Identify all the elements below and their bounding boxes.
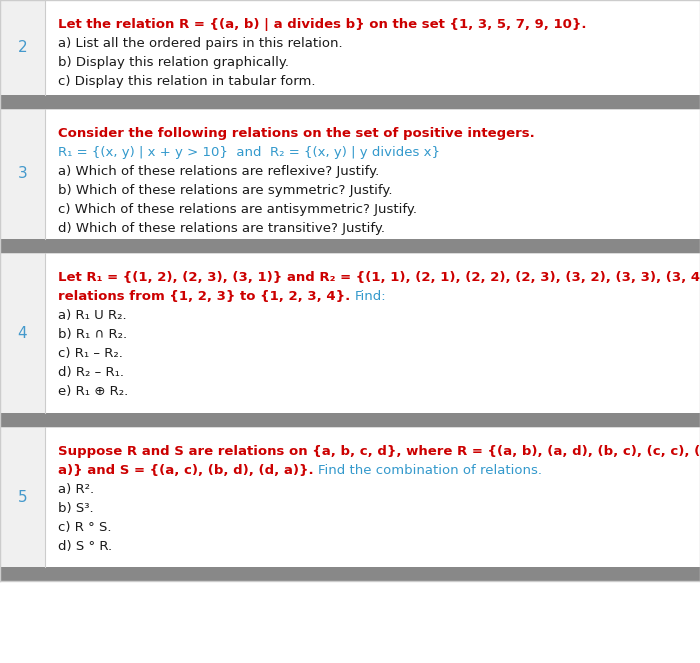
Text: c) Display this relation in tabular form.: c) Display this relation in tabular form…: [58, 75, 316, 88]
Text: b) Display this relation graphically.: b) Display this relation graphically.: [58, 56, 289, 69]
Text: b) S³.: b) S³.: [58, 502, 94, 514]
Bar: [0, 427, 45, 567]
Text: d) Which of these relations are transitive? Justify.: d) Which of these relations are transiti…: [58, 221, 385, 235]
Text: Find:: Find:: [355, 290, 386, 302]
Text: a) List all the ordered pairs in this relation.: a) List all the ordered pairs in this re…: [58, 36, 342, 50]
Text: d) S ° R.: d) S ° R.: [58, 540, 112, 553]
Text: 5: 5: [18, 489, 27, 505]
Text: b) Which of these relations are symmetric? Justify.: b) Which of these relations are symmetri…: [58, 184, 393, 197]
Bar: [0, 109, 700, 239]
Text: 2: 2: [18, 40, 27, 55]
Text: 3: 3: [18, 166, 27, 182]
Text: a) R².: a) R².: [58, 483, 94, 496]
Text: a) R₁ U R₂.: a) R₁ U R₂.: [58, 309, 127, 322]
Bar: [0, 0, 700, 95]
Text: e) R₁ ⊕ R₂.: e) R₁ ⊕ R₂.: [58, 385, 128, 398]
Text: c) R ° S.: c) R ° S.: [58, 520, 111, 534]
Bar: [0, 567, 700, 581]
Bar: [0, 109, 45, 239]
Bar: [0, 253, 700, 413]
Text: c) Which of these relations are antisymmetric? Justify.: c) Which of these relations are antisymm…: [58, 203, 417, 215]
Text: a) Which of these relations are reflexive? Justify.: a) Which of these relations are reflexiv…: [58, 164, 379, 178]
Text: R₁ = {(x, y) | x + y > 10}  and  R₂ = {(x, y) | y divides x}: R₁ = {(x, y) | x + y > 10} and R₂ = {(x,…: [58, 146, 440, 158]
Bar: [0, 239, 700, 253]
Text: relations from {1, 2, 3} to {1, 2, 3, 4}.: relations from {1, 2, 3} to {1, 2, 3, 4}…: [58, 290, 355, 302]
Text: Suppose R and S are relations on {a, b, c, d}, where R = {(a, b), (a, d), (b, c): Suppose R and S are relations on {a, b, …: [58, 445, 700, 457]
Text: Let the relation R = {(a, b) | a divides b} on the set {1, 3, 5, 7, 9, 10}.: Let the relation R = {(a, b) | a divides…: [58, 18, 587, 30]
Bar: [0, 253, 45, 413]
Text: 4: 4: [18, 326, 27, 341]
Text: Find the combination of relations.: Find the combination of relations.: [318, 463, 542, 477]
Text: Let R₁ = {(1, 2), (2, 3), (3, 1)} and R₂ = {(1, 1), (2, 1), (2, 2), (2, 3), (3, : Let R₁ = {(1, 2), (2, 3), (3, 1)} and R₂…: [58, 271, 700, 284]
Text: d) R₂ – R₁.: d) R₂ – R₁.: [58, 366, 124, 379]
Bar: [0, 427, 700, 567]
Bar: [0, 413, 700, 427]
Bar: [0, 95, 700, 109]
Text: c) R₁ – R₂.: c) R₁ – R₂.: [58, 347, 123, 359]
Text: a)} and S = {(a, c), (b, d), (d, a)}.: a)} and S = {(a, c), (b, d), (d, a)}.: [58, 463, 318, 477]
Bar: [0, 0, 45, 95]
Text: Consider the following relations on the set of positive integers.: Consider the following relations on the …: [58, 127, 535, 140]
Text: b) R₁ ∩ R₂.: b) R₁ ∩ R₂.: [58, 328, 127, 341]
